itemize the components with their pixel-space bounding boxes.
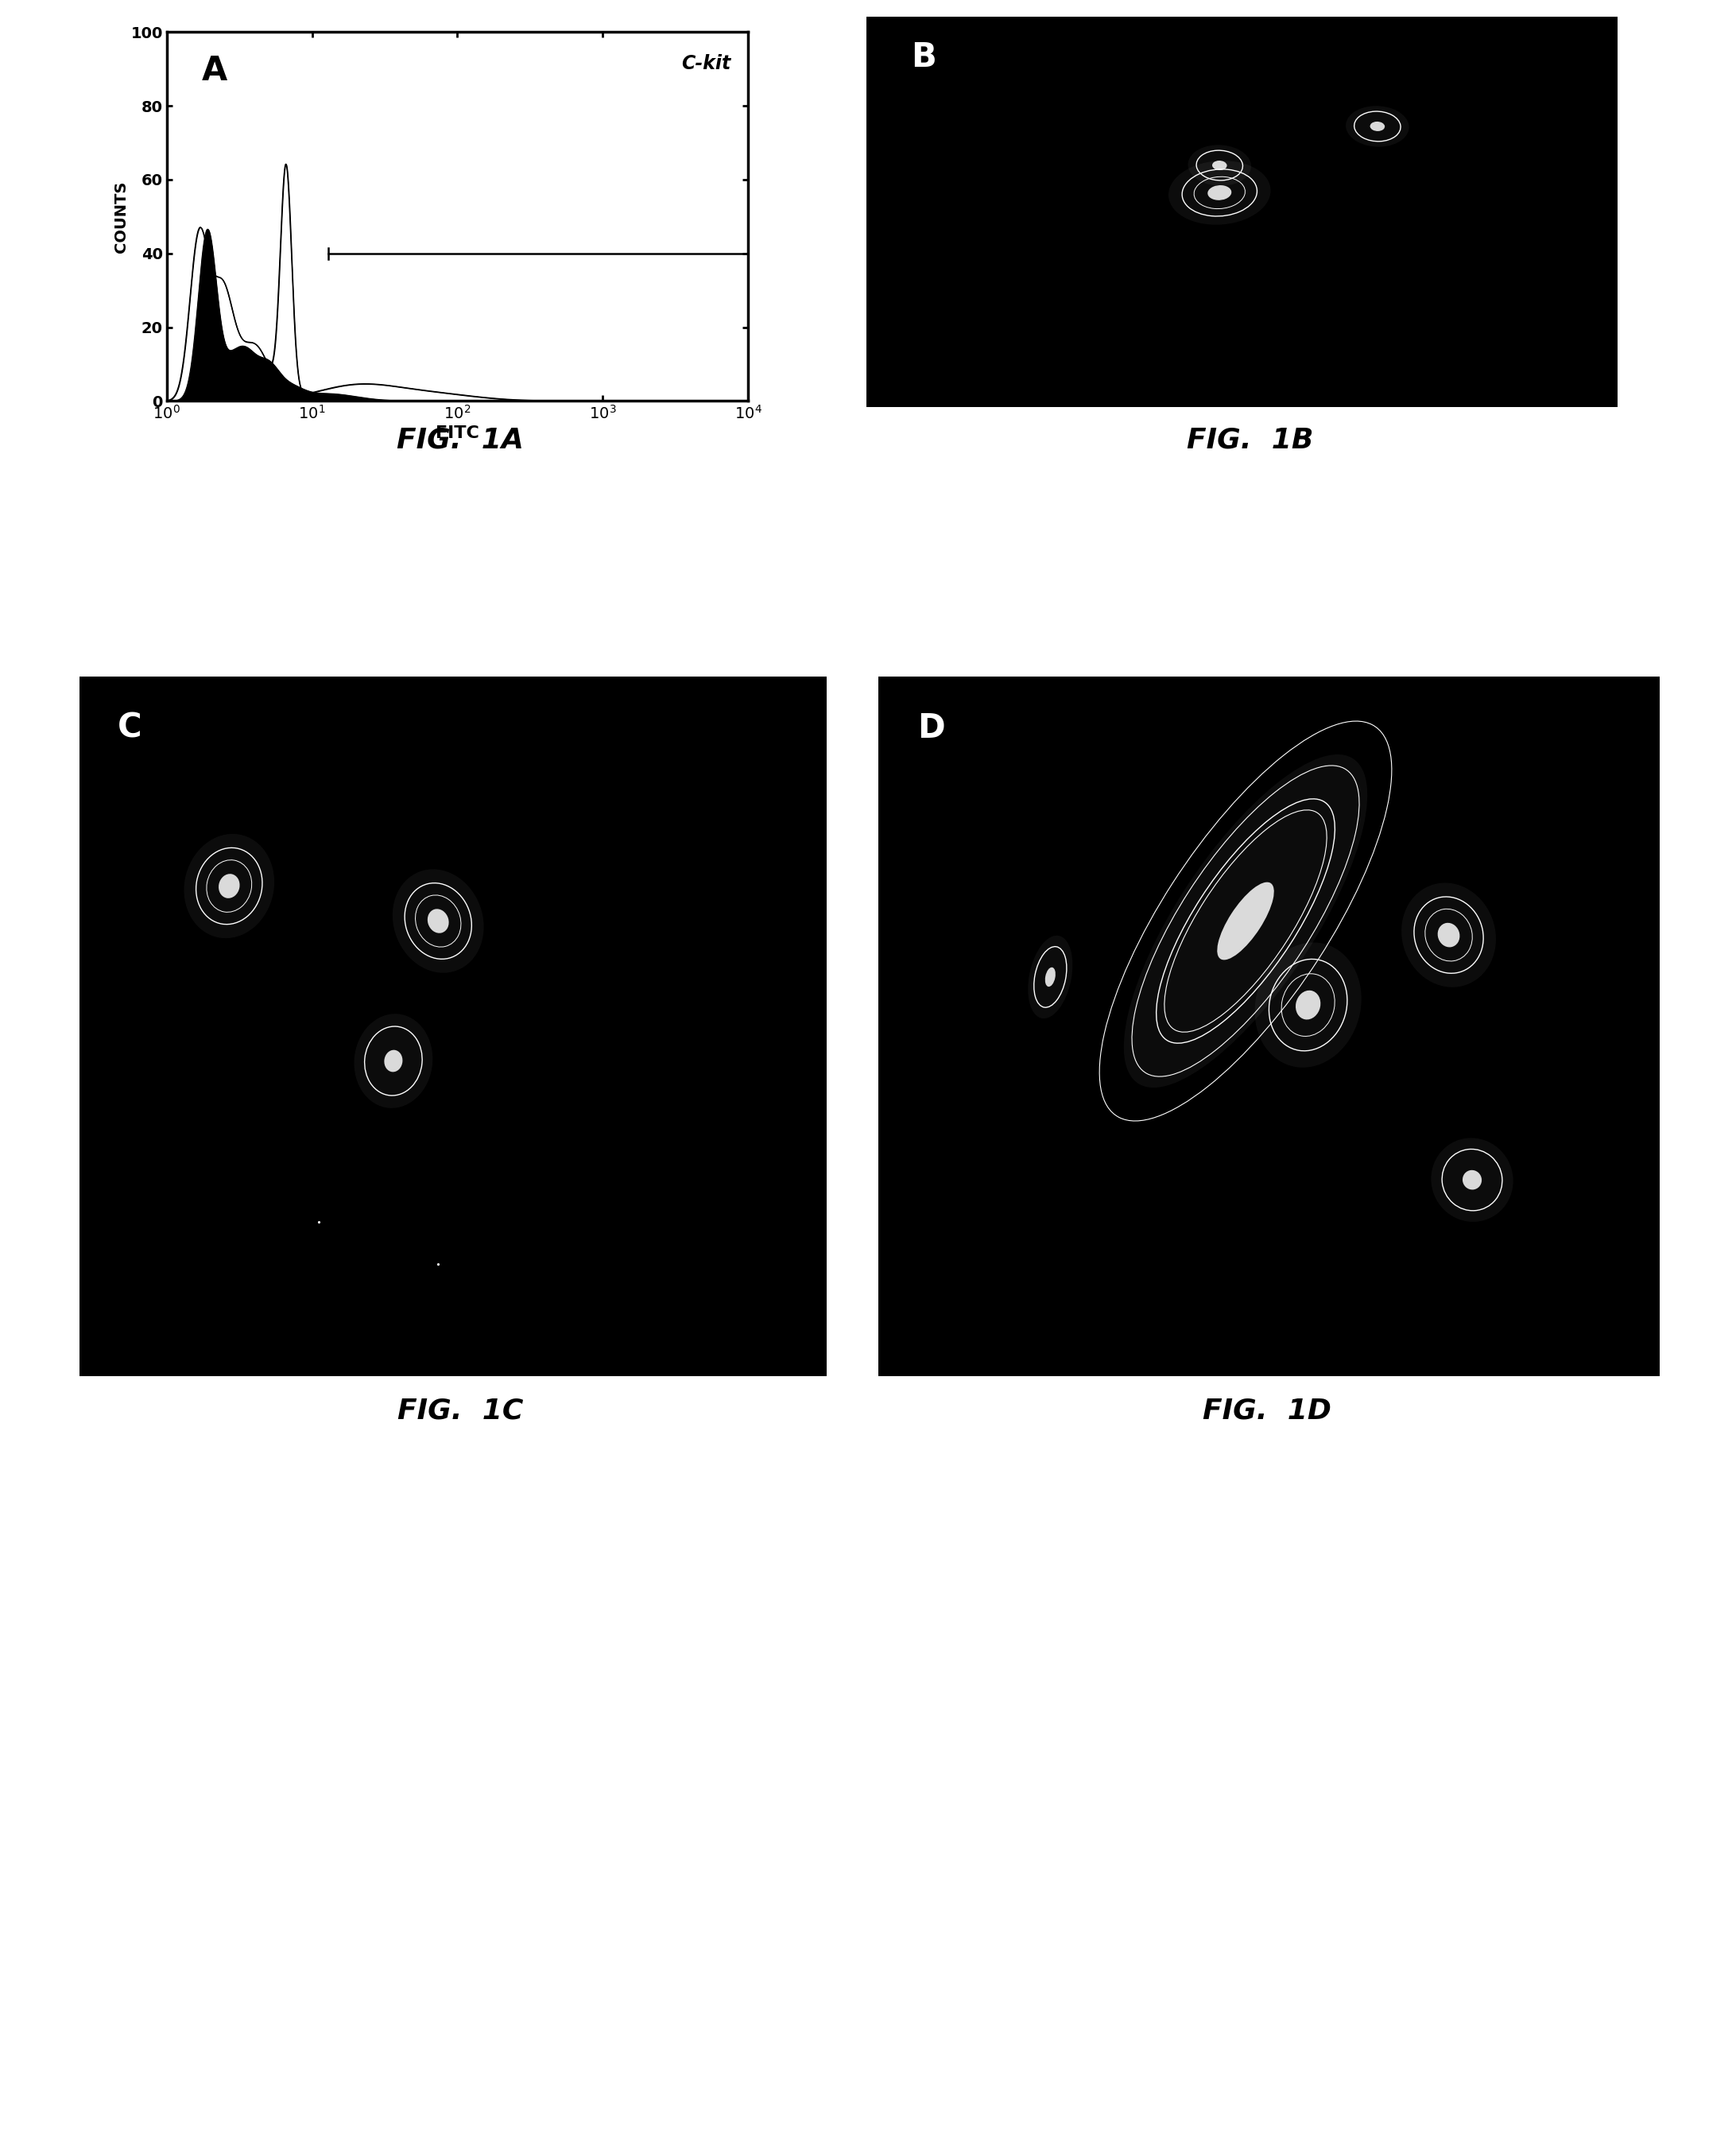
- Text: FIG.  1B: FIG. 1B: [1187, 427, 1312, 454]
- Ellipse shape: [1208, 186, 1231, 201]
- Ellipse shape: [1437, 924, 1460, 947]
- Text: A: A: [201, 53, 227, 87]
- Ellipse shape: [1168, 160, 1271, 224]
- Ellipse shape: [1123, 755, 1368, 1088]
- Y-axis label: COUNTS: COUNTS: [113, 181, 128, 252]
- Text: FIG.  1D: FIG. 1D: [1203, 1397, 1332, 1425]
- Text: FIG.  1C: FIG. 1C: [398, 1397, 523, 1425]
- Ellipse shape: [1045, 968, 1055, 988]
- Ellipse shape: [1370, 122, 1385, 130]
- Ellipse shape: [427, 909, 450, 932]
- Text: B: B: [911, 41, 937, 75]
- Ellipse shape: [1295, 990, 1321, 1020]
- X-axis label: FITC: FITC: [436, 427, 479, 442]
- Text: C: C: [118, 710, 142, 744]
- Text: C-kit: C-kit: [681, 53, 731, 73]
- Ellipse shape: [1255, 943, 1361, 1066]
- Text: FIG.  1A: FIG. 1A: [396, 427, 524, 454]
- Text: D: D: [918, 710, 944, 744]
- Ellipse shape: [1462, 1171, 1483, 1190]
- Ellipse shape: [1212, 160, 1227, 171]
- Ellipse shape: [184, 834, 274, 939]
- Ellipse shape: [1217, 883, 1274, 960]
- Ellipse shape: [219, 875, 240, 898]
- Ellipse shape: [354, 1013, 432, 1109]
- Ellipse shape: [1345, 107, 1410, 147]
- Ellipse shape: [1028, 936, 1073, 1017]
- Ellipse shape: [1401, 883, 1496, 988]
- Ellipse shape: [1187, 145, 1252, 186]
- Ellipse shape: [384, 1049, 403, 1073]
- Ellipse shape: [392, 868, 484, 973]
- Ellipse shape: [1430, 1137, 1514, 1222]
